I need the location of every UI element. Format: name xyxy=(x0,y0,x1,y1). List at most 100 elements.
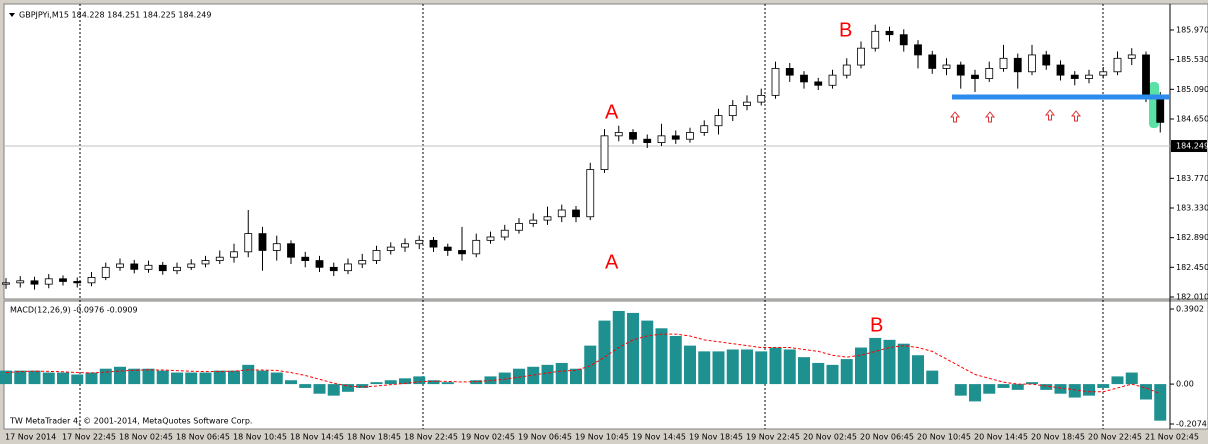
histogram-bar xyxy=(28,370,41,385)
arrows xyxy=(949,109,1082,123)
histogram-bar xyxy=(883,339,896,385)
histogram-bar xyxy=(997,384,1010,388)
candle-body xyxy=(458,250,466,255)
candle-body xyxy=(914,44,922,56)
chart-title: GBPJPYi,M15 184.228 184.251 184.225 184.… xyxy=(19,11,211,20)
histogram-bar xyxy=(384,380,397,385)
candles xyxy=(2,24,1165,290)
candle-body xyxy=(671,135,680,140)
histogram-bar xyxy=(313,384,326,394)
histogram-bar xyxy=(1154,384,1167,421)
histogram-bar xyxy=(399,378,411,385)
candle-body xyxy=(928,54,937,69)
x-tick-label: 17 Nov 22:45 xyxy=(62,433,116,442)
candle-body xyxy=(814,81,823,86)
signal-line xyxy=(5,333,1161,395)
histogram-bar xyxy=(598,320,611,385)
candle-body xyxy=(728,105,737,117)
histogram-bar xyxy=(698,351,711,385)
candle-body xyxy=(1113,57,1122,73)
candle-body xyxy=(771,68,780,96)
candle-body xyxy=(985,68,994,79)
candle-body xyxy=(785,68,794,76)
candle-body xyxy=(743,101,751,106)
candle-body xyxy=(244,233,253,253)
candle-body xyxy=(885,30,894,36)
candle-body xyxy=(971,74,979,79)
candle-body xyxy=(429,239,438,248)
x-tick-label: 19 Nov 14:45 xyxy=(632,433,686,442)
histogram-bar xyxy=(1026,382,1038,385)
candle-body xyxy=(1070,74,1079,79)
histogram-bar xyxy=(912,355,924,385)
histogram-bar xyxy=(285,380,297,385)
candle-body xyxy=(59,278,67,282)
histogram-bar xyxy=(114,366,126,385)
histogram-bar xyxy=(199,372,212,385)
histogram-bar xyxy=(171,372,183,385)
candle-body xyxy=(1028,54,1036,73)
histogram-bar xyxy=(869,337,882,385)
candle-body xyxy=(543,216,552,221)
candle-body xyxy=(486,236,495,241)
histogram-bar xyxy=(798,357,810,385)
x-tick-label: 18 Nov 22:45 xyxy=(404,433,458,442)
candle-body xyxy=(942,64,951,69)
histogram-bar xyxy=(299,384,312,388)
candle-body xyxy=(1042,54,1051,66)
histogram-bar xyxy=(242,364,255,385)
x-tick-label: 18 Nov 18:45 xyxy=(347,433,401,442)
candle-body xyxy=(614,132,623,137)
candle-body xyxy=(16,280,25,284)
histogram-bar xyxy=(427,380,440,385)
histogram-bar xyxy=(441,382,454,385)
candle-body xyxy=(500,229,509,238)
histogram-bar xyxy=(840,359,853,385)
candle-body xyxy=(44,278,53,285)
candle-body xyxy=(1013,57,1022,73)
candle-body xyxy=(101,266,110,278)
candle-body xyxy=(230,251,238,258)
candle-body xyxy=(301,256,310,261)
histogram-bar xyxy=(712,351,725,385)
y-tick-label: 182.450 xyxy=(1176,263,1208,272)
histogram-bar xyxy=(541,364,554,385)
histogram-bar xyxy=(769,347,782,385)
candle-body xyxy=(1099,71,1108,76)
candle-body xyxy=(358,260,367,265)
histogram-bar xyxy=(256,370,269,385)
y-tick-label: 184.650 xyxy=(1176,114,1208,123)
candle-body xyxy=(572,209,580,218)
histogram-bar xyxy=(555,362,568,385)
histogram-bar xyxy=(270,372,283,385)
candle-body xyxy=(443,246,452,251)
x-tick-label: 20 Nov 18:45 xyxy=(1031,433,1085,442)
histogram-bar xyxy=(627,312,639,385)
candle-body xyxy=(87,277,96,284)
histogram-bar xyxy=(1097,384,1110,388)
y-tick-label: 0.3902 xyxy=(1176,305,1204,314)
candle-body xyxy=(187,263,196,268)
histogram-bar xyxy=(570,368,582,385)
histogram-bar xyxy=(71,374,84,385)
x-tick-label: 19 Nov 10:45 xyxy=(575,433,629,442)
histogram-bar xyxy=(14,370,27,385)
x-tick-label: 19 Nov 06:45 xyxy=(518,433,572,442)
x-tick-label: 20 Nov 14:45 xyxy=(974,433,1028,442)
histogram-bar xyxy=(228,370,240,385)
y-tick-label: 182.010 xyxy=(1176,292,1208,301)
candle-body xyxy=(871,30,880,49)
y-tick-label: 0.00 xyxy=(1176,380,1194,389)
x-tick-label: 21 Nov 02:45 xyxy=(1145,433,1199,442)
candle-body xyxy=(714,115,723,127)
y-tick-label: 185.530 xyxy=(1176,55,1208,64)
macd-layer: 0.3902 0.00 -0.2074 xyxy=(0,305,1207,428)
histogram-bar xyxy=(142,368,155,385)
candle-body xyxy=(386,246,395,251)
candle-body xyxy=(999,57,1008,69)
candle-body xyxy=(201,260,210,265)
histogram-bar xyxy=(470,380,483,385)
candle-body xyxy=(899,34,908,46)
candle-body xyxy=(557,209,566,218)
